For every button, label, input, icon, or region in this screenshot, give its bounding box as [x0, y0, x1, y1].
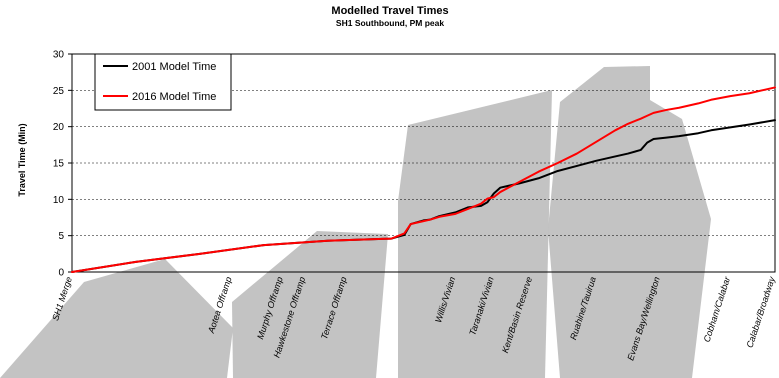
- data-lines: [71, 86, 776, 273]
- y-tick-label-15: 15: [53, 159, 65, 170]
- y-tick-label-20: 20: [53, 122, 65, 133]
- plot-area: 0 5 10 15 20 25 30: [53, 50, 776, 279]
- y-axis-label: Travel Time (Min): [17, 123, 27, 196]
- chart-title-group: Modelled Travel Times SH1 Southbound, PM…: [331, 5, 448, 28]
- y-tick-label-5: 5: [58, 231, 64, 242]
- y-tick-label-30: 30: [53, 50, 65, 61]
- legend: 2001 Model Time 2016 Model Time: [94, 53, 232, 111]
- watermark: [0, 66, 711, 378]
- series-line-2: [71, 86, 776, 273]
- watermark-shape-2: [232, 231, 388, 378]
- y-tick-label-25: 25: [53, 86, 65, 97]
- watermark-shape-4: [548, 66, 711, 378]
- y-tick-label-10: 10: [53, 195, 65, 206]
- y-axis-ticks: 0 5 10 15 20 25 30: [53, 50, 72, 279]
- chart-title: Modelled Travel Times: [331, 5, 448, 17]
- y-tick-label-0: 0: [58, 268, 64, 279]
- watermark-shape-3: [398, 90, 552, 378]
- legend-label-2001: 2001 Model Time: [132, 61, 216, 73]
- legend-label-2016: 2016 Model Time: [132, 91, 216, 103]
- legend-box: [94, 53, 232, 111]
- watermark-shape-1: [0, 259, 233, 378]
- chart-subtitle: SH1 Southbound, PM peak: [336, 18, 444, 28]
